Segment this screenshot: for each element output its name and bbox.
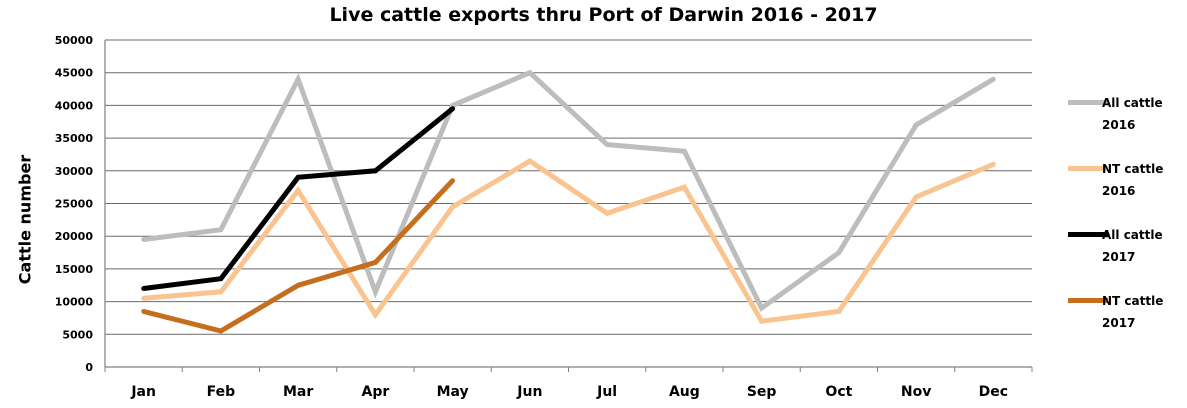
data-point-all-cattle-2016 <box>990 76 996 82</box>
legend-label-line2: 2017 <box>1102 316 1136 330</box>
legend-item-nt-2016: NT cattle 2016 <box>1068 158 1183 224</box>
series-layer <box>141 69 996 334</box>
y-tick-label: 15000 <box>55 263 94 276</box>
series-line-all-cattle-2016 <box>143 69 995 312</box>
y-tick-label: 10000 <box>55 296 94 309</box>
legend-label-line1: All cattle <box>1102 228 1163 242</box>
data-point-nt-cattle-2016 <box>604 210 610 216</box>
legend-label-line1: NT cattle <box>1102 294 1164 308</box>
data-point-nt-cattle-2016 <box>527 158 533 164</box>
data-point-all-cattle-2016 <box>527 70 533 76</box>
x-tick-label: Jan <box>130 384 156 400</box>
x-tick-label: Nov <box>901 384 931 400</box>
x-tick-label: Aug <box>669 384 700 400</box>
data-point-nt-cattle-2016 <box>681 184 687 190</box>
chart-title: Live cattle exports thru Port of Darwin … <box>329 4 878 26</box>
data-point-nt-cattle-2016 <box>218 289 224 295</box>
data-point-all-cattle-2016 <box>295 76 301 82</box>
y-tick-label: 50000 <box>55 34 94 47</box>
y-tick-label: 25000 <box>55 198 94 211</box>
data-point-nt-cattle-2016 <box>990 161 996 167</box>
data-point-all-cattle-2017 <box>372 168 378 174</box>
y-tick-label: 35000 <box>55 132 94 145</box>
data-point-all-cattle-2016 <box>141 237 147 242</box>
series-line-all-cattle-2017 <box>143 106 455 291</box>
data-point-nt-cattle-2017 <box>372 259 378 265</box>
legend-item-nt-2017: NT cattle 2017 <box>1068 290 1183 356</box>
data-point-nt-cattle-2016 <box>836 309 842 314</box>
legend-swatch-nt-2017 <box>1068 298 1108 303</box>
data-point-all-cattle-2017 <box>218 276 224 282</box>
y-tick-label: 0 <box>85 361 93 374</box>
series-line-nt-cattle-2016 <box>143 158 995 324</box>
x-tick-label: Jul <box>596 384 617 400</box>
data-point-all-cattle-2016 <box>372 289 378 295</box>
y-tick-label: 30000 <box>55 165 94 178</box>
data-point-all-cattle-2016 <box>681 148 687 154</box>
data-point-nt-cattle-2016 <box>913 194 919 200</box>
x-tick-label: Sep <box>747 384 777 400</box>
legend-label-line2: 2016 <box>1102 118 1136 132</box>
data-point-nt-cattle-2016 <box>450 204 456 210</box>
data-point-nt-cattle-2017 <box>141 309 147 314</box>
data-point-nt-cattle-2016 <box>295 188 301 193</box>
legend-label-line2: 2016 <box>1102 184 1136 198</box>
legend-item-all-2017: All cattle 2017 <box>1068 224 1183 290</box>
data-point-all-cattle-2017 <box>141 286 147 291</box>
legend-swatch-all-2017 <box>1068 232 1108 237</box>
y-tick-label: 40000 <box>55 99 94 112</box>
x-tick-label: Mar <box>283 384 313 400</box>
x-tick-label: May <box>437 384 469 400</box>
legend-label-line2: 2017 <box>1102 250 1136 264</box>
y-tick-label: 20000 <box>55 230 94 243</box>
data-point-nt-cattle-2016 <box>141 295 147 301</box>
data-point-nt-cattle-2016 <box>372 312 378 318</box>
legend: All cattle 2016 NT cattle 2016 All cattl… <box>1068 92 1183 356</box>
data-point-all-cattle-2016 <box>759 305 765 311</box>
data-point-all-cattle-2016 <box>913 122 919 128</box>
x-tick-label: Jun <box>516 384 542 400</box>
data-point-nt-cattle-2016 <box>759 318 765 324</box>
data-point-all-cattle-2016 <box>836 250 842 255</box>
legend-label-line1: NT cattle <box>1102 162 1164 176</box>
data-point-nt-cattle-2017 <box>218 328 224 334</box>
data-point-all-cattle-2016 <box>604 142 610 148</box>
data-point-all-cattle-2016 <box>218 227 224 233</box>
data-point-nt-cattle-2017 <box>295 282 301 288</box>
y-tick-label: 45000 <box>55 67 94 80</box>
x-tick-label: Dec <box>979 384 1008 400</box>
axis-layer: 0 5000 10000 15000 20000 25000 30000 35000 40000… <box>55 34 1033 400</box>
legend-label-line1: All cattle <box>1102 96 1163 110</box>
data-point-all-cattle-2017 <box>450 106 456 112</box>
x-tick-label: Oct <box>825 384 852 400</box>
x-tick-label: Apr <box>361 384 389 400</box>
legend-swatch-nt-2016 <box>1068 166 1108 171</box>
legend-swatch-all-2016 <box>1068 100 1108 105</box>
data-point-nt-cattle-2017 <box>450 178 456 184</box>
legend-item-all-2016: All cattle 2016 <box>1068 92 1183 158</box>
y-tick-label: 5000 <box>62 328 93 341</box>
x-tick-label: Feb <box>207 384 236 400</box>
data-point-all-cattle-2017 <box>295 174 301 180</box>
